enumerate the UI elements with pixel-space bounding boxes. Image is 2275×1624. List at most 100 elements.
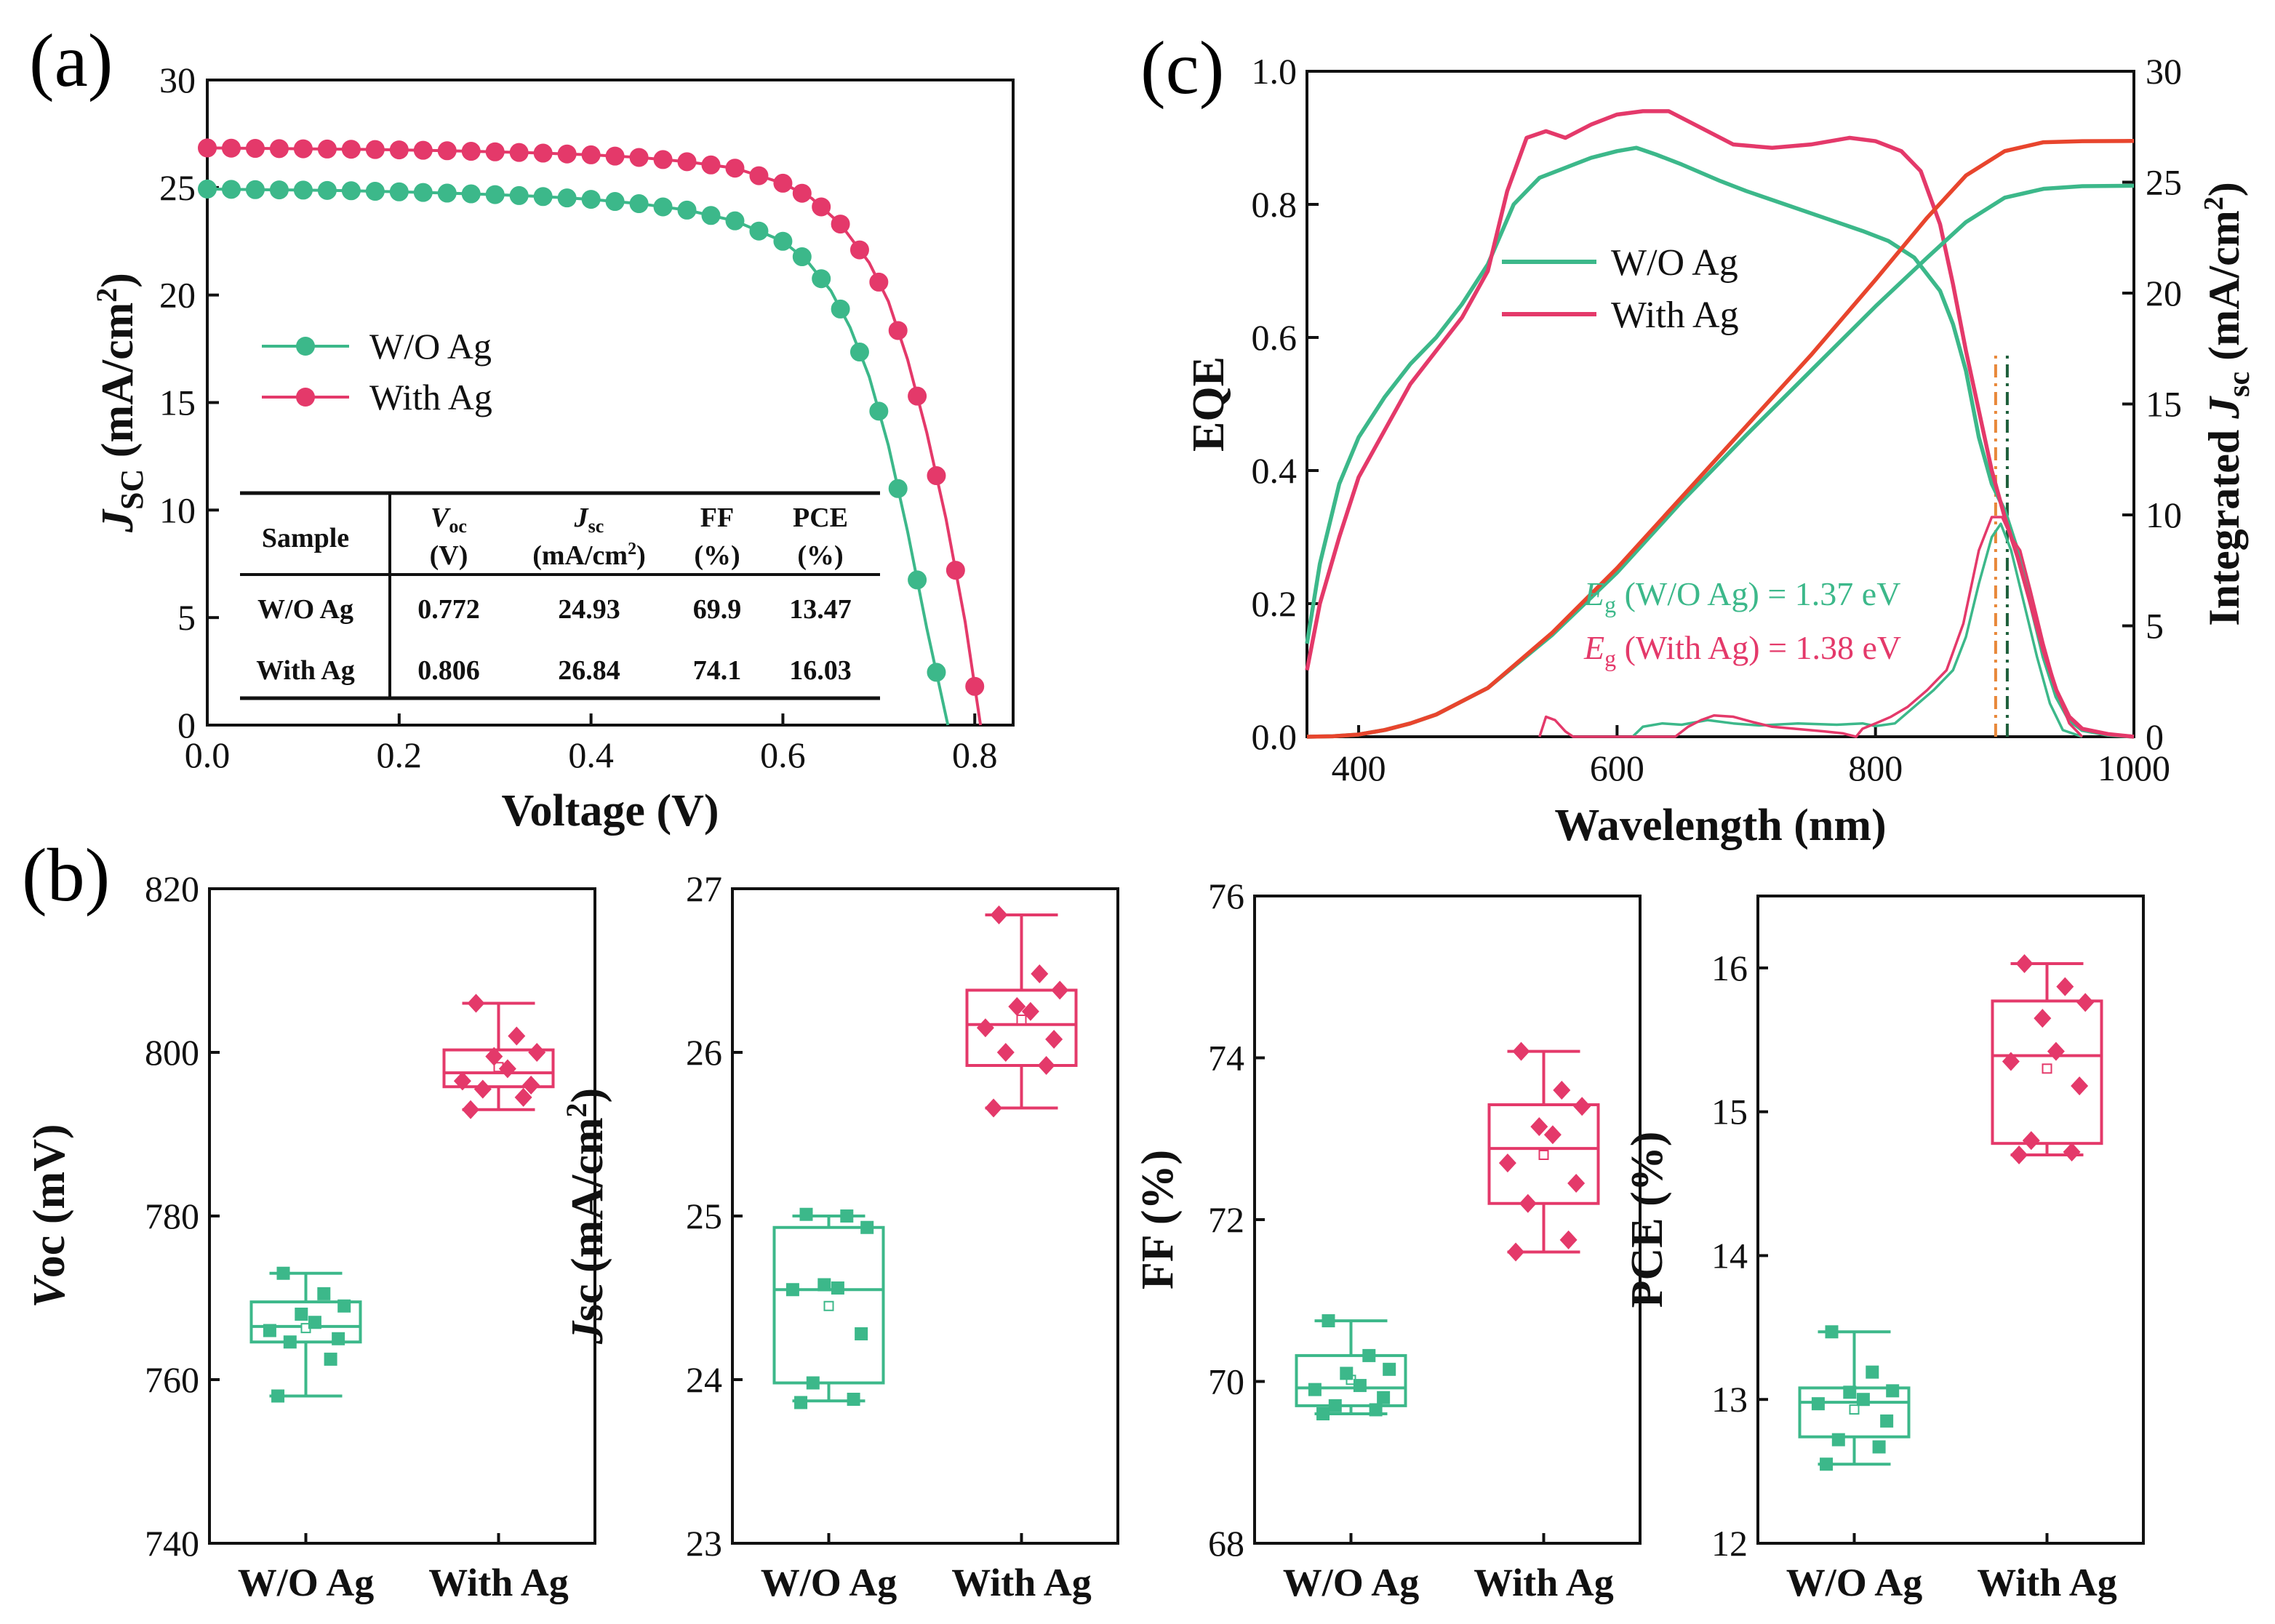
data-point bbox=[1316, 1407, 1330, 1420]
y-label-right-symbol: J bbox=[2200, 396, 2248, 420]
jv-marker bbox=[413, 183, 433, 202]
y-tick-label: 780 bbox=[145, 1196, 199, 1236]
y-label-symbol: J bbox=[93, 508, 143, 533]
panel-label-a: (a) bbox=[29, 19, 113, 103]
y-tick-label-left: 0.2 bbox=[1252, 583, 1298, 624]
jv-marker bbox=[677, 200, 697, 220]
jv-marker bbox=[653, 150, 673, 169]
table-cell: 16.03 bbox=[789, 655, 852, 686]
data-point bbox=[1825, 1325, 1839, 1339]
jv-marker bbox=[509, 185, 529, 205]
y-tick-label: 70 bbox=[1208, 1361, 1244, 1402]
data-point bbox=[1507, 1242, 1525, 1262]
table-header-jsc-unit-sup: 2 bbox=[628, 540, 636, 559]
data-point bbox=[1340, 1367, 1354, 1380]
legend-label: With Ag bbox=[369, 377, 492, 417]
y-label-superscript: 2 bbox=[560, 1103, 593, 1118]
data-point bbox=[1866, 1365, 1879, 1379]
y-tick-label: 30 bbox=[159, 60, 196, 100]
data-point bbox=[337, 1299, 351, 1313]
y-tick-label: 16 bbox=[1711, 948, 1748, 988]
data-point bbox=[276, 1266, 290, 1280]
y-label-rest: sc (mA/cm bbox=[563, 1118, 612, 1322]
data-point bbox=[473, 1079, 492, 1099]
data-point bbox=[1543, 1125, 1562, 1145]
data-point bbox=[799, 1207, 813, 1221]
jv-marker bbox=[413, 140, 433, 160]
jv-curve-with-ag bbox=[207, 146, 983, 726]
table-cell: With Ag bbox=[256, 655, 355, 686]
bandgap-text: (With Ag) = 1.38 eV bbox=[1616, 629, 1901, 666]
data-point bbox=[1567, 1173, 1586, 1193]
jv-marker bbox=[485, 185, 505, 204]
y-tick-label: 74 bbox=[1208, 1038, 1244, 1079]
y-tick-label: 14 bbox=[1711, 1235, 1748, 1276]
y-label-right-superscript: 2 bbox=[2199, 196, 2229, 210]
data-point bbox=[462, 1100, 480, 1119]
panel-b-jsc-box: 23 24 25 26 27 W/O Ag With Ag Jsc (mA/cm2) bbox=[560, 868, 1119, 1604]
x-tick-label: With Ag bbox=[951, 1561, 1092, 1604]
legend-label: W/O Ag bbox=[1611, 242, 1738, 284]
jv-marker bbox=[533, 143, 553, 163]
data-point bbox=[467, 993, 485, 1013]
data-point bbox=[528, 1043, 546, 1062]
data-point bbox=[498, 1059, 516, 1079]
y-tick-label: 15 bbox=[1711, 1092, 1748, 1132]
y-tick-label: 25 bbox=[686, 1196, 722, 1236]
data-point bbox=[1820, 1457, 1834, 1471]
jv-marker bbox=[629, 148, 649, 167]
data-point bbox=[2047, 1041, 2065, 1061]
box-mean-marker bbox=[1538, 1150, 1549, 1160]
jv-marker bbox=[269, 139, 289, 159]
y-axis-label: JSC (mA/cm2) bbox=[90, 273, 150, 533]
data-point bbox=[1008, 997, 1026, 1016]
data-point bbox=[1512, 1041, 1530, 1061]
y-label-right-unit: (mA/cm bbox=[2200, 210, 2248, 372]
jv-marker bbox=[221, 180, 241, 199]
jv-marker bbox=[749, 221, 769, 241]
data-point bbox=[817, 1278, 831, 1292]
data-point bbox=[976, 1018, 994, 1038]
y-tick-label: 760 bbox=[145, 1359, 199, 1400]
y-axis-label: FF (%) bbox=[1133, 1150, 1183, 1289]
x-tick-label: With Ag bbox=[428, 1561, 569, 1604]
table-header-voc-sub: oc bbox=[449, 516, 467, 537]
x-tick-label: 0.0 bbox=[185, 735, 231, 775]
y-axis-label-left: EQE bbox=[1184, 356, 1234, 452]
data-point bbox=[1031, 964, 1049, 983]
data-point bbox=[1037, 1056, 1055, 1075]
data-point bbox=[1045, 1030, 1063, 1049]
y-tick-label-left: 0.4 bbox=[1252, 450, 1298, 491]
data-point bbox=[1880, 1414, 1894, 1428]
table-cell: 0.806 bbox=[417, 655, 480, 686]
y-tick-label: 800 bbox=[145, 1032, 199, 1073]
jv-marker bbox=[293, 180, 313, 200]
table-cell: W/O Ag bbox=[257, 594, 353, 625]
data-point bbox=[2071, 1076, 2089, 1096]
table-header-pce-unit: (%) bbox=[797, 540, 843, 571]
table-cell: 13.47 bbox=[789, 594, 852, 625]
jv-marker bbox=[389, 182, 409, 201]
table-cell: 69.9 bbox=[693, 594, 742, 625]
x-tick-label: With Ag bbox=[1474, 1561, 1614, 1604]
jv-marker bbox=[927, 663, 946, 682]
y-tick-label: 27 bbox=[686, 868, 722, 909]
data-point bbox=[1553, 1081, 1571, 1100]
eqe-curve-with-ag bbox=[1305, 109, 2135, 739]
bandgap-text: (W/O Ag) = 1.37 eV bbox=[1616, 575, 1900, 612]
jv-curve-wo-ag bbox=[207, 187, 950, 726]
table-header-jsc: Jsc bbox=[574, 503, 604, 537]
table-header-jsc-unit: (mA/cm2) bbox=[532, 540, 646, 571]
jv-marker bbox=[869, 272, 889, 292]
data-point bbox=[1519, 1193, 1537, 1213]
derivative-wo-ag bbox=[1631, 522, 2083, 738]
y-tick-label: 20 bbox=[159, 275, 196, 316]
bandgap-symbol: E bbox=[1583, 575, 1604, 612]
jv-marker bbox=[245, 180, 265, 199]
x-tick-label: With Ag bbox=[1977, 1561, 2117, 1604]
jv-marker bbox=[773, 231, 793, 251]
data-point bbox=[1843, 1385, 1857, 1399]
jv-marker bbox=[849, 240, 869, 260]
y-axis-label: Jsc (mA/cm2) bbox=[560, 1088, 612, 1345]
